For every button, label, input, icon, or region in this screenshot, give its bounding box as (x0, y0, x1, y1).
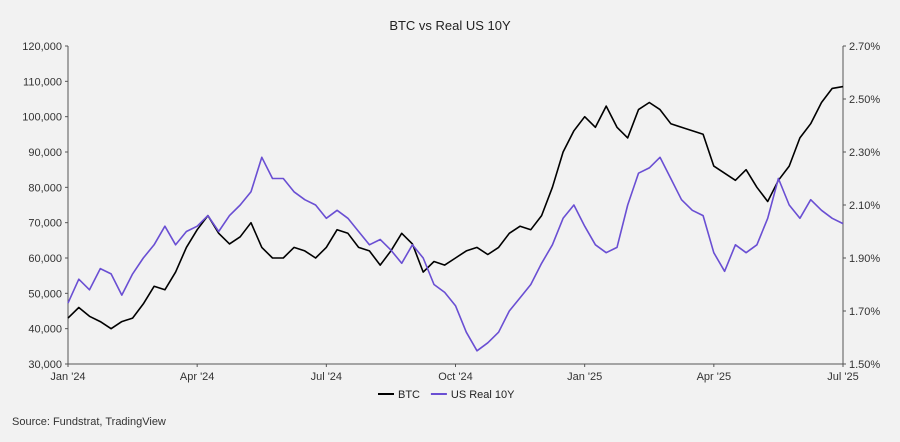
y-right-tick-label: 2.30% (849, 147, 880, 159)
y-right-tick-label: 1.50% (849, 359, 880, 371)
series-line-us-real-10y (67, 156, 844, 352)
x-tick-label: Apr '25 (697, 371, 732, 383)
legend: BTC US Real 10Y (378, 389, 515, 401)
x-tick-label: Apr '24 (180, 371, 215, 383)
y-left-tick-label: 120,000 (22, 41, 62, 53)
x-tick-label: Jan '24 (50, 371, 85, 383)
x-tick-label: Oct '24 (438, 371, 473, 383)
y-left-tick-label: 90,000 (28, 147, 62, 159)
legend-label-us-real-10y: US Real 10Y (451, 389, 515, 401)
y-right-tick-label: 2.70% (849, 41, 880, 53)
y-right-tick-label: 2.10% (849, 200, 880, 212)
y-left-tick-label: 60,000 (28, 253, 62, 265)
y-left-tick-label: 50,000 (28, 288, 62, 300)
x-tick-label: Jan '25 (567, 371, 602, 383)
y-left-tick-label: 110,000 (23, 76, 62, 88)
axes: 30,000 40,000 50,000 60,000 70,000 80,000 90,0… (22, 41, 880, 383)
x-tick-label: Jul '25 (827, 371, 858, 383)
series-group (67, 85, 844, 352)
y-right-tick-label: 1.70% (849, 306, 880, 318)
y-left-tick-label: 100,000 (22, 112, 62, 124)
y-left-tick-label: 40,000 (28, 324, 62, 336)
legend-label-btc: BTC (398, 389, 420, 401)
series-line-btc (67, 85, 844, 330)
y-left-tick-label: 70,000 (28, 218, 62, 230)
y-left-tick-label: 30,000 (28, 359, 62, 371)
y-right-tick-label: 1.90% (849, 253, 880, 265)
chart-title: BTC vs Real US 10Y (389, 18, 511, 33)
y-right-tick-label: 2.50% (849, 94, 880, 106)
source-note: Source: Fundstrat, TradingView (12, 416, 166, 428)
x-tick-label: Jul '24 (311, 371, 342, 383)
y-left-tick-label: 80,000 (28, 182, 62, 194)
